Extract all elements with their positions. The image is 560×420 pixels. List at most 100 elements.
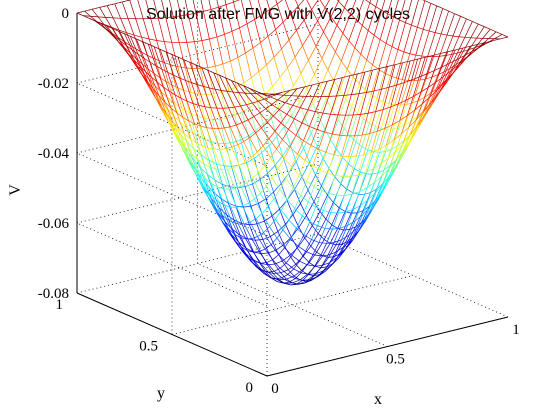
mesh-line [323,16,332,32]
mesh-line [234,111,243,116]
mesh-line [374,164,381,183]
mesh-line [200,125,209,149]
mesh-line [283,158,292,168]
mesh-line [267,36,275,58]
mesh-line [178,127,185,135]
mesh-line [452,16,461,37]
mesh-line [378,144,387,150]
mesh-line [207,65,216,68]
mesh-line [354,214,363,222]
mesh-line [187,128,196,135]
mesh-line [207,69,216,90]
mesh-line [464,21,473,38]
mesh-line [272,86,279,108]
mesh-line [192,68,200,94]
mesh-line [84,8,93,12]
mesh-line [363,209,373,221]
mesh-line [435,76,444,83]
mesh-line [393,120,401,141]
mesh-line [265,191,274,199]
mesh-line [148,38,156,60]
mesh-line [263,226,270,233]
mesh-line [480,38,489,46]
mesh-line [254,14,263,20]
mesh-line [247,135,255,159]
mesh-line [450,59,458,71]
mesh-line [407,96,414,116]
mesh-line [225,77,234,93]
mesh-line [267,206,276,220]
mesh-line [125,45,133,51]
mesh-line [191,82,200,106]
mesh-line [195,64,202,68]
mesh-line [176,0,182,16]
mesh-line [179,139,187,148]
mesh-line [392,120,400,126]
mesh-line [331,133,340,136]
mesh-line [283,94,292,97]
mesh-line [272,77,281,87]
mesh-line [210,6,219,10]
mesh-line [208,0,212,10]
mesh-line [231,147,240,166]
mesh-line [297,118,306,133]
mesh-line [159,49,168,73]
mesh-line [301,162,310,177]
mesh-line [165,51,173,55]
mesh-line [340,135,348,157]
mesh-line [433,53,441,71]
mesh-line [397,82,405,105]
mesh-line [222,108,231,127]
mesh-line [151,76,158,83]
mesh-line [137,0,144,19]
mesh-line [184,133,191,140]
mesh-line [295,278,303,281]
mesh-line [132,46,139,61]
mesh-line [107,3,115,6]
mesh-line [266,264,274,274]
mesh-line [405,0,413,23]
mesh-line [222,188,231,208]
mesh-line [191,153,199,160]
mesh-line [412,76,420,97]
mesh-line [318,228,326,243]
mesh-line [256,93,265,100]
mesh-line [295,122,303,136]
mesh-line [208,160,216,181]
grid-line-x [317,233,509,318]
mesh-line [118,30,125,35]
mesh-line [106,25,115,37]
mesh-line [322,243,331,257]
mesh-line [444,73,453,83]
mesh-line [317,20,324,32]
mesh-line [367,6,377,31]
mesh-line [267,29,276,37]
mesh-line [186,42,194,69]
mesh-line [180,97,188,102]
mesh-line [252,42,261,49]
mesh-line [274,155,283,166]
mesh-line [452,64,459,74]
mesh-line [281,274,288,279]
mesh-line [233,233,240,238]
z-axis-label: V [7,184,24,196]
mesh-line [470,44,478,47]
mesh-line [328,168,336,178]
mesh-line [292,95,300,106]
mesh-line [221,90,228,92]
mesh-line [264,86,273,95]
mesh-line [395,143,404,152]
mesh-line [397,49,405,53]
mesh-line [259,108,267,114]
mesh-line [378,128,386,150]
mesh-line [422,3,432,30]
mesh-line [236,207,245,224]
mesh-line [422,0,426,2]
mesh-line [91,7,100,10]
mesh-line [369,2,376,7]
mesh-line [204,106,213,129]
mesh-line [274,271,283,279]
mesh-line [376,72,385,99]
mesh-line [184,0,189,15]
mesh-line [355,134,363,157]
